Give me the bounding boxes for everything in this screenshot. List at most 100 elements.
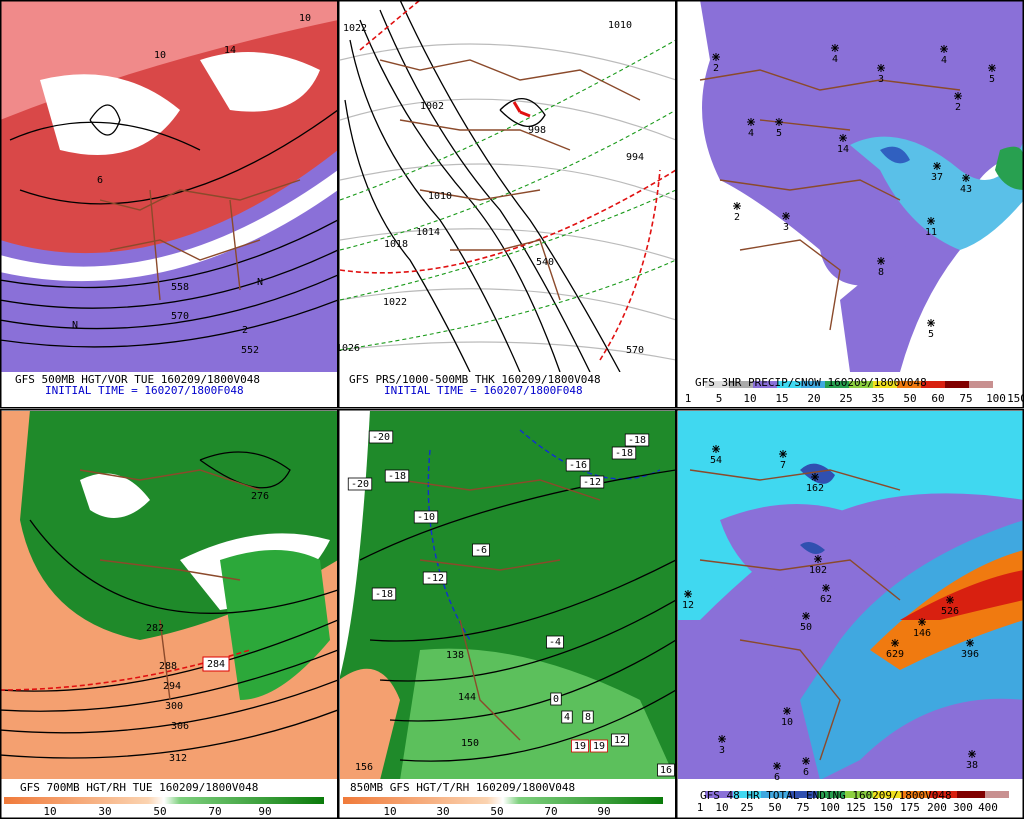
station-value: 162 <box>806 483 824 494</box>
station-marker <box>966 639 974 647</box>
contour-label: 150 <box>461 738 479 749</box>
contour-label: 306 <box>171 721 189 732</box>
initial-time: INITIAL TIME = 160207/1800F048 <box>45 384 244 397</box>
label-box <box>368 430 394 444</box>
panel-caption: GFS 3HR PRECIP/SNOW 160209/1800V048 <box>695 376 927 389</box>
precip-map <box>678 1 1023 372</box>
label-box <box>657 763 675 777</box>
contour-label: 1022 <box>383 297 407 308</box>
contour-label: 1010 <box>608 20 632 31</box>
rh-700-map <box>1 411 337 779</box>
scale-label: 25 <box>740 801 753 814</box>
station-value: 4 <box>941 55 947 66</box>
contour-label: 558 <box>171 282 189 293</box>
scale-label: 35 <box>871 392 884 405</box>
station-marker <box>811 473 819 481</box>
scale-label: 50 <box>903 392 916 405</box>
station-marker <box>946 596 954 604</box>
label-box <box>472 543 490 557</box>
scale-label: 50 <box>768 801 781 814</box>
scale-label: 150 <box>873 801 893 814</box>
label-box <box>571 739 589 753</box>
temp-label: 4 <box>564 712 570 723</box>
contour-label: 288 <box>159 661 177 672</box>
station-value: 62 <box>820 594 832 605</box>
station-marker <box>940 45 948 53</box>
station-marker <box>712 53 720 61</box>
scale-label: 5 <box>716 392 723 405</box>
contour-label: 284 <box>207 659 225 670</box>
contour-label: 570 <box>171 311 189 322</box>
station-marker <box>783 707 791 715</box>
station-value: 2 <box>734 212 740 223</box>
scale-label: 30 <box>436 805 449 818</box>
label-box <box>384 469 410 483</box>
contour-label: 1022 <box>343 23 367 34</box>
temp-label: 0 <box>553 694 559 705</box>
temp-label: 19 <box>593 741 605 752</box>
temp-label: -18 <box>375 589 393 600</box>
contour-label: 276 <box>251 491 269 502</box>
contour-label: 10 <box>154 50 166 61</box>
contour-label: 156 <box>355 762 373 773</box>
scale-label: 1 <box>685 392 692 405</box>
station-marker <box>773 762 781 770</box>
station-marker <box>927 319 935 327</box>
station-marker <box>891 639 899 647</box>
station-value: 8 <box>878 267 884 278</box>
station-marker <box>839 134 847 142</box>
scale-label: 125 <box>846 801 866 814</box>
scale-label: 400 <box>978 801 998 814</box>
scale-label: 10 <box>743 392 756 405</box>
contour-label: 552 <box>241 345 259 356</box>
scale-label: 30 <box>98 805 111 818</box>
station-marker <box>747 118 755 126</box>
station-value: 11 <box>925 227 937 238</box>
scale-label: 50 <box>490 805 503 818</box>
station-value: 5 <box>989 74 995 85</box>
scale-label: 25 <box>839 392 852 405</box>
temp-label: -18 <box>628 435 646 446</box>
station-marker <box>779 450 787 458</box>
station-value: 43 <box>960 184 972 195</box>
temp-label: -16 <box>569 460 587 471</box>
station-value: 3 <box>783 222 789 233</box>
temp-label: -12 <box>583 477 601 488</box>
station-value: 4 <box>832 54 838 65</box>
station-value: 37 <box>931 172 943 183</box>
panel-caption: GFS 500MB HGT/VOR TUE 160209/1800V048 <box>15 373 260 386</box>
legend-bar <box>4 381 1009 804</box>
contour-label: 312 <box>169 753 187 764</box>
contour-label: 1010 <box>428 191 452 202</box>
station-value: 396 <box>961 649 979 660</box>
contour-label: 540 <box>536 257 554 268</box>
temp-label: -18 <box>615 448 633 459</box>
scale-label: 15 <box>775 392 788 405</box>
scale-label: 90 <box>258 805 271 818</box>
station-marker <box>918 618 926 626</box>
panel-caption: GFS PRS/1000-500MB THK 160209/1800V048 <box>349 373 601 386</box>
contour-label: N <box>72 320 78 331</box>
station-marker <box>831 44 839 52</box>
scale-label: 10 <box>715 801 728 814</box>
station-value: 3 <box>878 74 884 85</box>
station-marker <box>962 174 970 182</box>
label-box <box>550 692 562 706</box>
station-value: 10 <box>781 717 793 728</box>
station-value: 629 <box>886 649 904 660</box>
label-box <box>590 739 608 753</box>
panel-caption: GFS 700MB HGT/RH TUE 160209/1800V048 <box>20 781 258 794</box>
station-marker <box>988 64 996 72</box>
station-marker <box>877 257 885 265</box>
station-value: 102 <box>809 565 827 576</box>
contour-label: 282 <box>146 623 164 634</box>
temp-label: -20 <box>351 479 369 490</box>
station-marker <box>733 202 741 210</box>
station-value: 12 <box>682 600 694 611</box>
contour-label: 570 <box>626 345 644 356</box>
contour-label: 144 <box>458 692 476 703</box>
station-marker <box>877 64 885 72</box>
temp-label: -18 <box>388 471 406 482</box>
label-box <box>546 635 564 649</box>
